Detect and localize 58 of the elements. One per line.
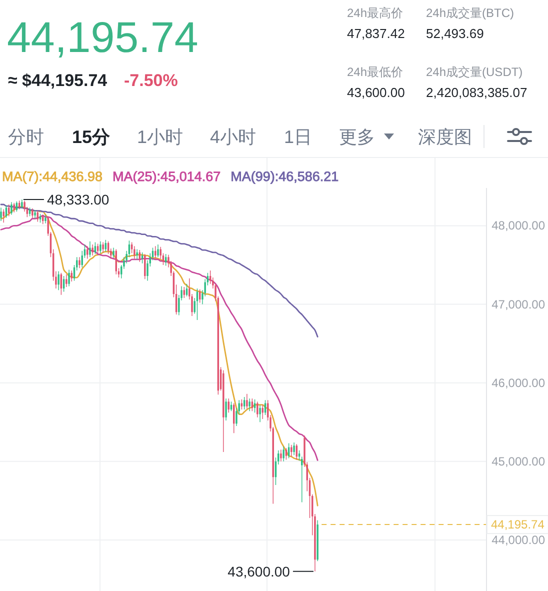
- candlestick: [293, 442, 295, 456]
- ref-line-label: 44,195.74: [491, 518, 545, 532]
- y-tick-label: 46,000.00: [492, 376, 546, 390]
- candlestick: [280, 450, 282, 462]
- candlestick: [102, 242, 104, 252]
- candlestick: [136, 249, 138, 260]
- candlestick: [0, 208, 2, 221]
- candlestick: [78, 257, 80, 268]
- candlestick: [13, 202, 15, 212]
- text: ≈ $44,195.74: [8, 71, 108, 90]
- candlestick: [44, 214, 46, 224]
- text: 1小时: [137, 127, 184, 147]
- candlestick: [290, 444, 292, 457]
- candlestick: [32, 208, 34, 218]
- text: 24h最高价: [347, 6, 404, 20]
- candlestick: [58, 271, 60, 290]
- text: 47,837.42: [347, 26, 405, 41]
- y-tick-label: 48,000.00: [492, 218, 546, 233]
- annotation: 43,600.00: [228, 563, 290, 580]
- candlestick: [89, 241, 91, 258]
- candlestick: [246, 394, 248, 409]
- candlestick: [248, 398, 250, 412]
- candlestick: [222, 370, 224, 452]
- text: 52,493.69: [426, 26, 484, 41]
- text: 分时: [8, 127, 44, 147]
- candlestick: [68, 270, 70, 286]
- candlestick: [256, 402, 258, 418]
- text: 24h最低价: [347, 65, 404, 79]
- text: 深度图: [418, 127, 472, 147]
- candlestick: [282, 446, 284, 462]
- y-tick-label: 44,000.00: [492, 532, 546, 547]
- text: 15分: [72, 127, 112, 147]
- candlestick: [112, 248, 114, 258]
- candlestick: [34, 210, 36, 219]
- text: 4小时: [210, 127, 256, 147]
- line-series: [0, 206, 318, 506]
- candlestick: [66, 274, 68, 287]
- text: 24h成交量(BTC): [426, 6, 514, 20]
- text: 1日: [284, 127, 312, 147]
- text: -7.50%: [124, 71, 178, 90]
- text: MA(25):45,014.67: [112, 169, 221, 184]
- candlestick: [259, 404, 261, 422]
- annotation: 48,333.00: [46, 192, 110, 208]
- text: MA(7):44,436.98: [2, 169, 103, 184]
- text: 24h成交量(USDT): [426, 65, 523, 79]
- y-tick-label: 45,000.00: [492, 454, 546, 468]
- candlestick: [157, 244, 159, 258]
- text: MA(99):46,586.21: [230, 169, 339, 184]
- text: 2,420,083,385.07: [426, 85, 528, 100]
- candlestick: [134, 246, 136, 259]
- candlestick: [21, 200, 23, 208]
- text: 44,195.74: [7, 14, 198, 62]
- y-tick-label: 47,000.00: [492, 297, 546, 312]
- candlestick: [100, 241, 102, 254]
- candlestick: [92, 244, 94, 256]
- text: 43,600.00: [347, 85, 405, 100]
- line-series: [0, 214, 318, 461]
- text: 更多: [339, 127, 375, 147]
